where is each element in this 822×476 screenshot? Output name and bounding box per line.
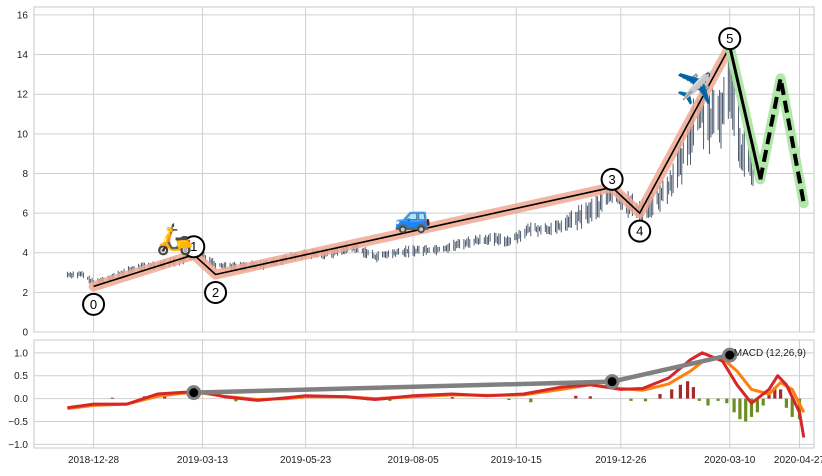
wave-label-circle [82,292,106,316]
price-y-tick-label: 2 [22,288,28,299]
wave-label-0: 0 [90,297,97,312]
price-y-tick-label: 6 [22,209,28,220]
wave-label-circle [204,281,228,305]
macd-hist-bar [784,398,788,408]
macd-hist-bar [658,394,662,399]
wave-label-1: 1 [190,239,197,254]
macd-hist-bar [388,398,392,401]
macd-hist-bar [773,387,777,399]
wave-line [93,46,731,288]
projection-solid-line [728,46,762,180]
macd-hist-bar [643,398,648,402]
macd-trend-point [186,385,202,401]
price-y-tick-label: 8 [22,169,28,180]
macd-hist-bar [450,397,454,399]
wave-label-circle [600,167,624,191]
macd-hist-bar [686,381,690,399]
macd-y-tick-label: −1.0 [8,440,28,451]
macd-hist-bar [163,396,167,399]
x-tick-label: 2020-04-27 [774,455,822,466]
car-icon: 🚙 [394,201,431,235]
wave-label-3: 3 [608,172,615,187]
macd-legend-label: MACD (12,26,9) [734,348,806,359]
wave-label-circle [628,219,652,243]
macd-hist-bar [507,398,511,400]
x-tick-label: 2018-12-28 [68,455,120,466]
price-panel-grid [33,6,815,333]
x-tick-label: 2019-08-05 [388,455,440,466]
macd-trend-point [722,347,738,363]
wave-label-circle [718,27,742,51]
macd-hist-bar [234,398,238,402]
macd-hist-bar [691,387,695,399]
macd-hist-bar [790,398,794,417]
macd-hist-bar [529,398,533,403]
wave-label-circle [182,235,206,259]
macd-hist-bar [678,384,682,399]
macd-hist-bar [697,398,701,401]
macd-hist-bar [767,394,771,399]
macd-y-tick-label: −0.5 [8,417,28,428]
wave-label-4: 4 [636,224,643,239]
macd-hist-bar [706,398,710,406]
price-y-tick-label: 12 [17,90,29,101]
wave-label-2: 2 [212,285,219,300]
macd-hist-bar [588,396,592,399]
macd-hist-bar [738,398,742,420]
x-tick-label: 2020-03-10 [704,455,756,466]
x-tick-label: 2019-03-13 [177,455,229,466]
macd-hist-bar [732,398,736,413]
macd-hist-bar [779,389,783,399]
macd-y-tick-label: 0.5 [14,371,28,382]
macd-trend-point [604,374,620,390]
macd-hist-bar [755,398,759,413]
macd-hist-bar [110,397,114,399]
price-y-tick-label: 4 [22,248,28,259]
macd-hist-bar [574,395,578,399]
price-y-tick-label: 16 [17,10,29,21]
macd-y-tick-label: 0.0 [14,394,28,405]
macd-hist-bar [749,398,754,417]
macd-hist-bar [744,398,748,422]
price-panel-frame [33,6,815,333]
macd-y-tick-label: 1.0 [14,348,28,359]
x-tick-label: 2019-05-23 [280,455,332,466]
x-tick-label: 2019-12-26 [595,455,647,466]
macd-hist-bar [670,389,674,399]
macd-hist-bar [725,398,729,404]
price-y-tick-label: 10 [17,129,29,140]
macd-hist-bar [761,398,765,406]
price-y-tick-label: 14 [17,50,29,61]
macd-panel [67,347,806,438]
macd-hist-bar [629,398,633,401]
wave-label-5: 5 [726,31,733,46]
projection-dashed-line [758,77,806,204]
airplane-icon: ✈️ [676,69,713,105]
price-y-tick-label: 0 [22,328,28,339]
x-tick-label: 2019-10-15 [491,455,543,466]
macd-hist-bar [716,398,720,401]
scooter-icon: 🛵 [156,222,193,257]
axes: 2018-12-28 2019-03-13 2019-05-23 2019-08-05… [8,10,822,466]
price-panel: 0 1 2 3 4 5 🛵 🚙 ✈️ [66,27,809,316]
